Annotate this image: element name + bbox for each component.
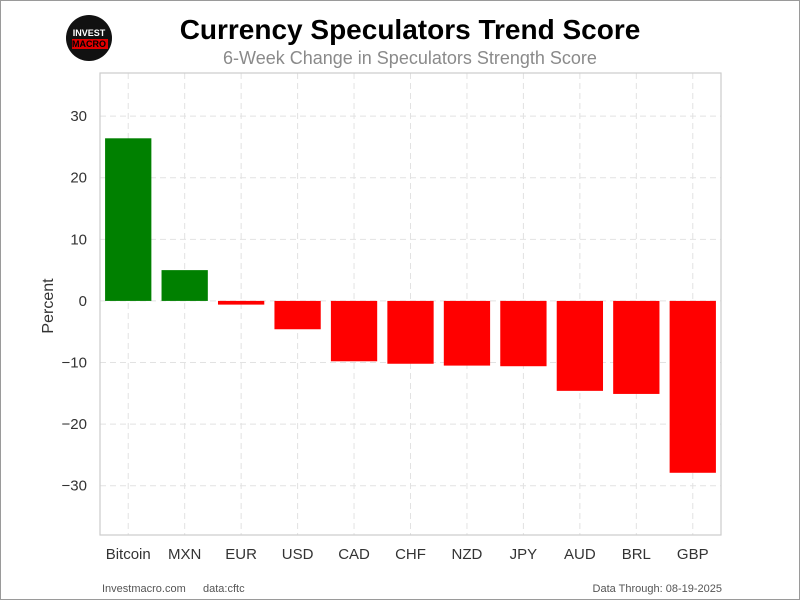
y-axis-label: Percent [40,278,57,334]
x-tick-label-eur: EUR [225,546,257,563]
bar-mxn [161,270,208,301]
x-tick-label-chf: CHF [395,546,426,563]
bar-usd [274,300,321,330]
bar-jpy [500,300,547,367]
bar-gbp [669,300,716,473]
y-tick-label: 30 [70,108,87,125]
y-tick-labels: 30 20 10 0 −10 −20 −30 [62,108,87,495]
x-tick-label-cad: CAD [338,546,370,563]
bar-nzd [443,300,491,366]
x-tick-label-gbp: GBP [677,546,709,563]
y-tick-label: −20 [62,416,87,433]
logo-text-line1: INVEST [73,28,106,38]
chart-title: Currency Speculators Trend Score [180,14,641,45]
bar-eur [217,300,265,305]
x-tick-label-nzd: NZD [452,546,483,563]
chart-subtitle: 6-Week Change in Speculators Strength Sc… [223,48,597,68]
footer-date: Data Through: 08-19-2025 [593,583,722,595]
x-tick-label-bitcoin: Bitcoin [106,546,151,563]
y-tick-label: 20 [70,170,87,187]
bar-brl [613,300,660,394]
footer-site: Investmacro.com [102,583,186,595]
x-tick-label-usd: USD [282,546,314,563]
plot-area-border [99,72,722,536]
y-tick-label: −30 [62,478,87,495]
footer-source: data:cftc [203,583,245,595]
logo-text-line2: MACRO [72,39,106,49]
bars [105,138,716,473]
y-tick-label: 10 [70,231,87,248]
x-tick-label-aud: AUD [564,546,596,563]
y-tick-label: 0 [79,293,87,310]
bar-cad [330,300,378,362]
bar-aud [556,300,604,391]
bar-chf [387,300,434,364]
bar-bitcoin [105,138,152,301]
y-tick-label: −10 [62,355,87,372]
x-tick-label-mxn: MXN [168,546,201,563]
x-tick-label-jpy: JPY [510,546,538,563]
investmacro-logo: INVEST MACRO [66,15,112,61]
x-tick-labels: Bitcoin MXN EUR USD CAD CHF NZD JPY AUD BRL GBP [106,546,709,563]
x-tick-label-brl: BRL [622,546,651,563]
